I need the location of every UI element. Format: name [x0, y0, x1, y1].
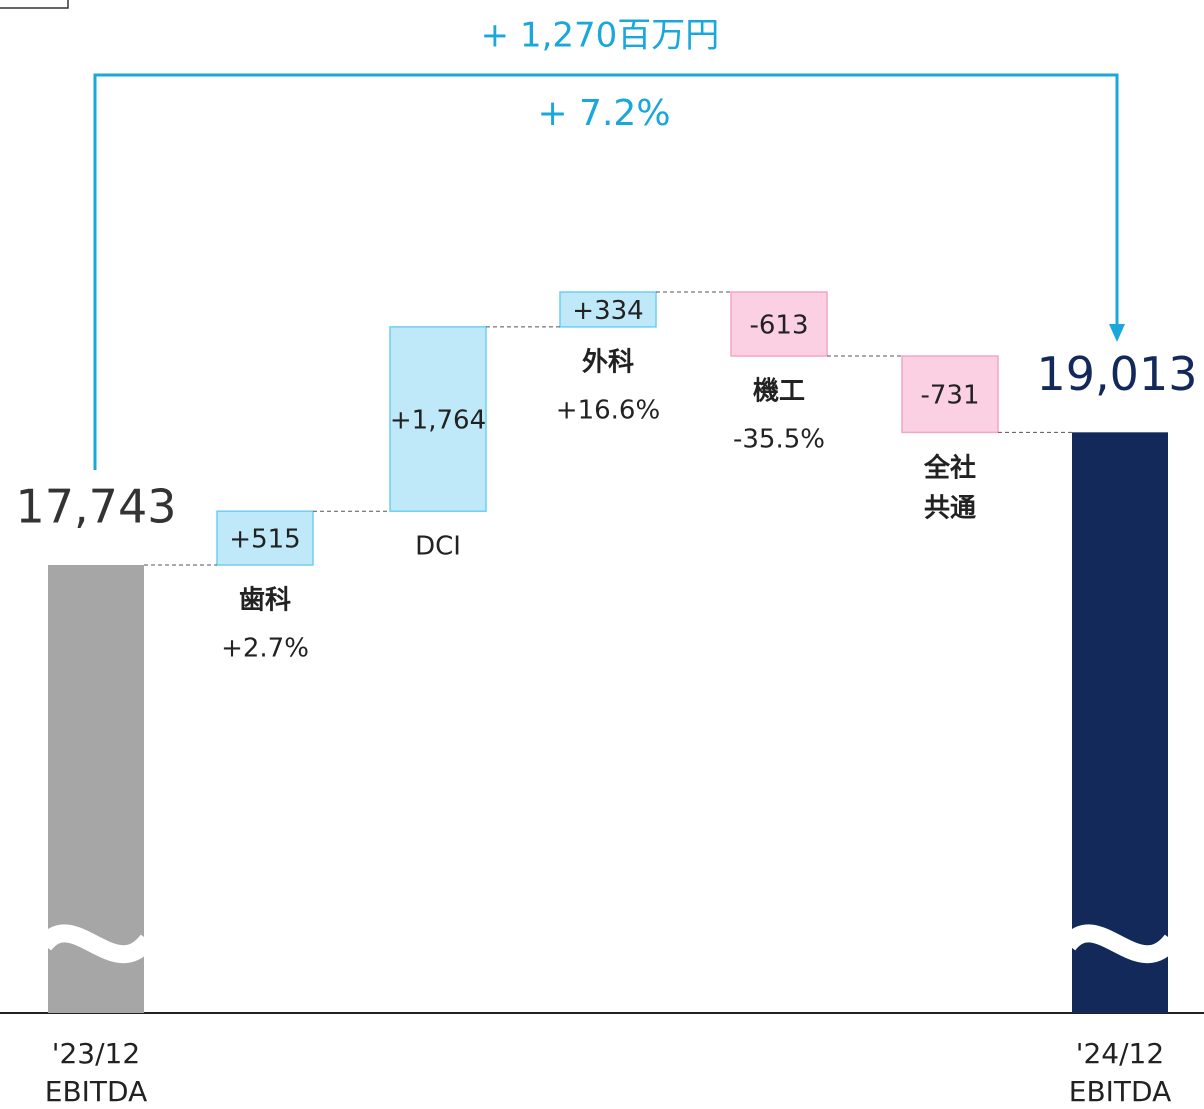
- category-label: DCI: [415, 532, 461, 562]
- change-label: +16.6%: [556, 395, 660, 425]
- decrease-bar: [730, 291, 828, 357]
- arrow-head: [1109, 324, 1125, 342]
- value-label: 17,743: [16, 480, 177, 534]
- annotation: + 1,270百万円: [481, 16, 720, 56]
- increase-bar: [559, 291, 657, 328]
- category-label: 歯科: [239, 586, 291, 616]
- value-label: -613: [749, 311, 808, 341]
- frame-corner: [0, 0, 69, 9]
- change-label: -35.5%: [733, 425, 825, 455]
- increase-bar: [216, 510, 314, 566]
- category-label: 機工: [753, 377, 805, 407]
- increase-bar: [389, 326, 487, 512]
- change-label: +2.7%: [221, 634, 309, 664]
- category-label: 全社共通: [923, 452, 976, 523]
- end-bar: [1072, 432, 1168, 1013]
- value-label: +515: [229, 525, 300, 555]
- value-label: +1,764: [390, 406, 486, 436]
- category-label: '23/12 EBITDA: [45, 1037, 147, 1108]
- value-label: 19,013: [1037, 347, 1198, 401]
- value-label: -731: [920, 381, 979, 411]
- axis-break: [36, 924, 156, 964]
- category-label: 外科: [582, 347, 634, 377]
- annotation: + 7.2%: [537, 93, 670, 134]
- axis-break: [1060, 924, 1180, 964]
- decrease-bar: [901, 355, 999, 434]
- bracket: [93, 73, 1119, 470]
- category-label: '24/12 EBITDA: [1069, 1037, 1171, 1108]
- value-label: +334: [572, 296, 643, 326]
